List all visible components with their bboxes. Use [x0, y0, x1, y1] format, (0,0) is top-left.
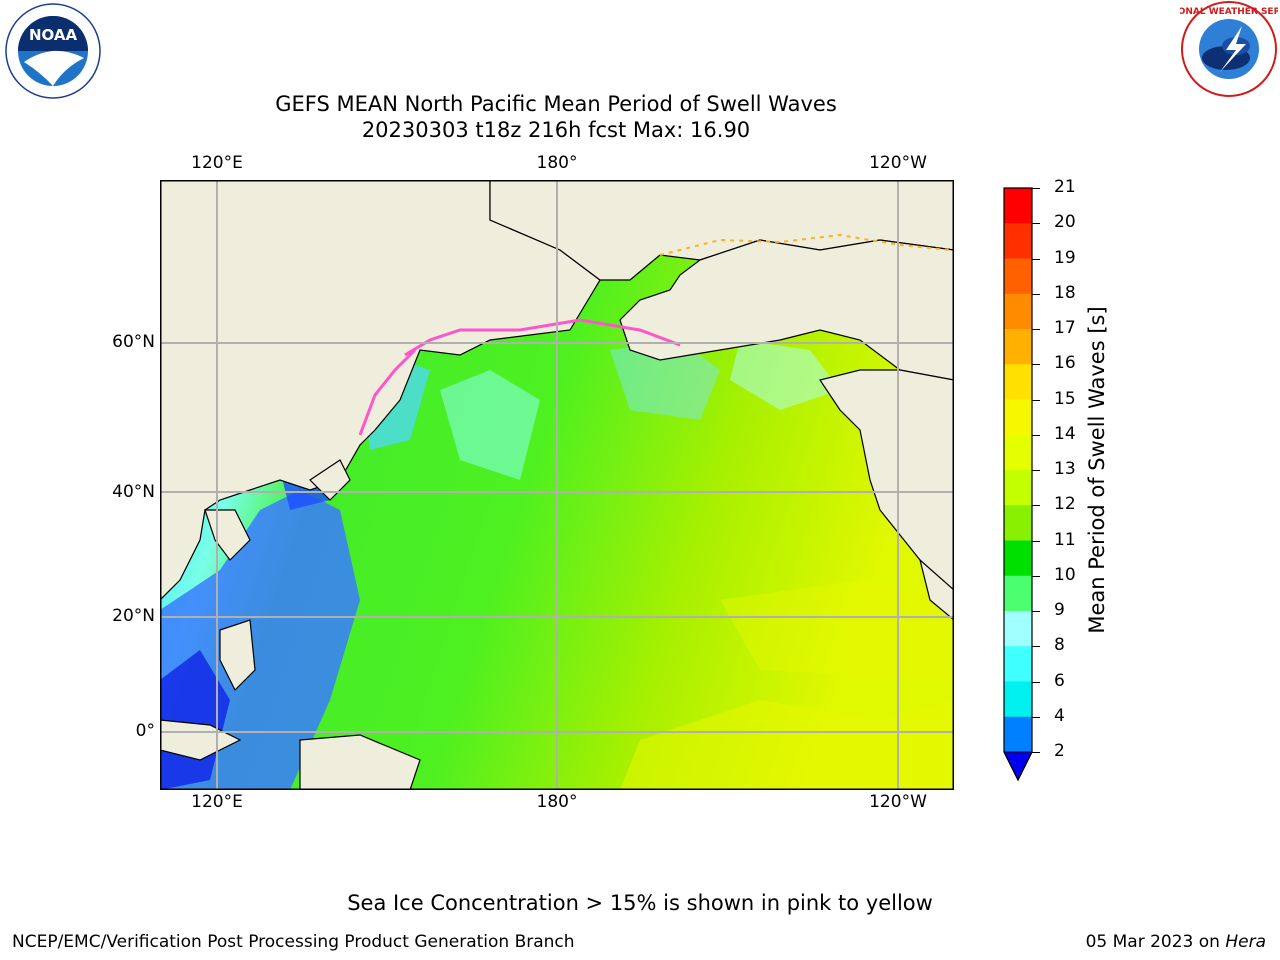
noaa-logo: NOAA — [4, 2, 102, 100]
colorbar-tick-label: 8 — [1054, 635, 1065, 656]
colorbar-tick-label: 10 — [1054, 564, 1076, 585]
colorbar-swatch — [1004, 293, 1032, 330]
footer-date-text: 05 Mar 2023 on — [1085, 932, 1220, 952]
colorbar-under-arrow — [1003, 751, 1033, 782]
colorbar-tick-label: 18 — [1054, 282, 1076, 303]
lon-label-bottom-120w: 120°W — [869, 792, 927, 812]
lon-label-top-180: 180° — [536, 153, 578, 173]
colorbar-swatch — [1004, 223, 1032, 259]
colorbar-tick-label: 13 — [1054, 459, 1076, 479]
kamchatka-cyan — [440, 370, 540, 480]
colorbar-tick-mark — [1032, 223, 1040, 225]
map-title: GEFS MEAN North Pacific Mean Period of S… — [275, 92, 837, 116]
colorbar-swatch — [1004, 399, 1032, 436]
colorbar-tick-label: 12 — [1054, 494, 1076, 515]
sea-ice-note: Sea Ice Concentration > 15% is shown in … — [347, 891, 933, 915]
lat-label-60n: 60°N — [112, 332, 155, 352]
colorbar-tick-mark — [1032, 646, 1040, 648]
colorbar-swatch — [1004, 470, 1032, 506]
colorbar-tick-mark — [1032, 434, 1040, 436]
colorbar-tick-mark — [1032, 540, 1040, 542]
lat-label-20n: 20°N — [112, 606, 155, 626]
footer-date: 05 Mar 2023 on Hera — [1086, 932, 1266, 952]
colorbar-swatches — [1003, 187, 1033, 782]
lon-label-top-120e: 120°E — [191, 153, 243, 173]
colorbar-tick-mark — [1032, 752, 1040, 753]
noaa-seal-icon: NOAA — [5, 3, 101, 99]
footer-credit: NCEP/EMC/Verification Post Processing Pr… — [12, 932, 575, 952]
graticule — [160, 180, 954, 790]
colorbar-tick-mark — [1032, 505, 1040, 507]
map-subtitle: 20230303 t18z 216h fcst Max: 16.90 — [361, 118, 751, 142]
colorbar-tick-label: 20 — [1054, 212, 1076, 233]
colorbar-tick-mark — [1032, 716, 1040, 718]
subtropical-yellow — [720, 580, 954, 680]
lat-label-40n: 40°N — [112, 482, 155, 502]
footer-host: Hera — [1225, 932, 1266, 952]
colorbar-frame — [1003, 187, 1033, 782]
colorbar-swatch — [1004, 188, 1032, 224]
lon-label-top-120w: 120°W — [869, 153, 927, 173]
colorbar-tick-label: 17 — [1054, 318, 1076, 338]
map-canvas — [159, 179, 955, 791]
colorbar-swatch — [1004, 434, 1032, 471]
colorbar-tick-label: 6 — [1054, 670, 1065, 691]
lat-label-0: 0° — [135, 721, 155, 741]
colorbar-tick-mark — [1032, 399, 1040, 401]
colorbar-tick-mark — [1032, 364, 1040, 366]
gulf-alaska-cyan — [610, 340, 720, 420]
colorbar-tick-label: 2 — [1054, 741, 1065, 761]
sea-ice-edge-bering — [404, 318, 681, 357]
colorbar-swatch — [1004, 329, 1032, 365]
colorbar-tick-label: 16 — [1054, 353, 1076, 374]
colorbar-tick-mark — [1032, 575, 1040, 577]
colorbar-swatch — [1004, 681, 1032, 718]
nws-seal-icon: NATIONAL WEATHER SERVICE — [1154, 1, 1280, 97]
colorbar — [998, 184, 1038, 788]
colorbar-swatch — [1004, 505, 1032, 541]
colorbar-tick-label: 14 — [1054, 423, 1076, 444]
colorbar-swatch — [1004, 364, 1032, 400]
colorbar-tick-label: 4 — [1054, 705, 1065, 726]
colorbar-tick-mark — [1032, 470, 1040, 471]
colorbar-tick-label: 19 — [1054, 247, 1076, 268]
lon-label-bottom-120e: 120°E — [191, 792, 243, 812]
colorbar-tick-label: 15 — [1054, 388, 1076, 409]
noaa-logo-text: NOAA — [29, 26, 78, 44]
colorbar-tick-label: 21 — [1054, 177, 1076, 197]
south-china-sea-low — [160, 650, 230, 790]
colorbar-tick-label: 11 — [1054, 529, 1076, 550]
colorbar-tick-mark — [1032, 611, 1040, 612]
nws-logo-text: NATIONAL WEATHER SERVICE — [1180, 7, 1278, 17]
colorbar-tick-mark — [1032, 258, 1040, 260]
colorbar-tick-mark — [1032, 681, 1040, 683]
colorbar-tick-mark — [1032, 188, 1040, 189]
colorbar-swatch — [1004, 646, 1032, 682]
lon-label-bottom-180: 180° — [536, 792, 578, 812]
colorbar-swatch — [1004, 540, 1032, 577]
swell-period-map — [159, 179, 955, 791]
colorbar-tick-label: 9 — [1054, 600, 1065, 620]
colorbar-swatch — [1004, 611, 1032, 647]
colorbar-swatch — [1004, 258, 1032, 295]
nws-logo: NATIONAL WEATHER SERVICE — [1154, 0, 1280, 98]
map-frame — [160, 180, 954, 790]
sea-ice-edge-okhotsk — [358, 348, 417, 436]
colorbar-tick-mark — [1032, 293, 1040, 295]
colorbar-tick-mark — [1032, 329, 1040, 330]
equatorial-yellow — [620, 700, 954, 790]
colorbar-swatch — [1004, 575, 1032, 612]
colorbar-swatch — [1004, 716, 1032, 753]
colorbar-label: Mean Period of Swell Waves [s] — [1085, 306, 1109, 634]
alaska-coast-cyan — [730, 340, 840, 410]
